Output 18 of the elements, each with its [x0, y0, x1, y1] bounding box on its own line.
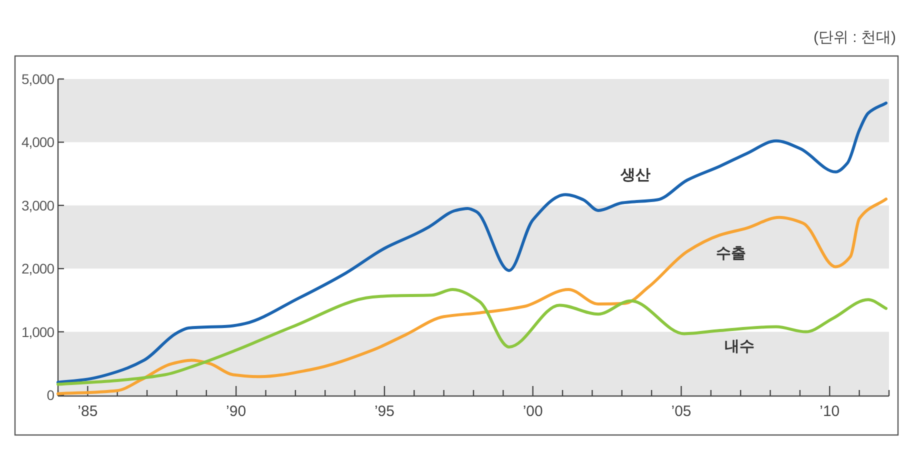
x-tick-label: ’90: [226, 403, 246, 420]
x-tick-label: ’05: [671, 403, 692, 420]
line-series: [56, 288, 888, 386]
x-tick-label: ’85: [78, 403, 98, 420]
y-tick-label: 5,000: [21, 71, 55, 87]
series-label: 수출: [716, 245, 746, 262]
x-tick-label: ’95: [374, 403, 394, 420]
y-tick-label: 4,000: [21, 134, 55, 150]
y-tick-label: 1,000: [21, 324, 55, 340]
x-tick-label: ’00: [522, 403, 543, 420]
y-tick-label: 0: [46, 387, 55, 403]
x-tick-label: ’10: [820, 403, 840, 420]
line-series: [56, 102, 888, 384]
text: (단위 : 천대): [814, 29, 896, 46]
y-tick-label: 2,000: [21, 260, 55, 277]
series-label: 생산: [620, 166, 651, 184]
y-tick-label: 3,000: [21, 197, 55, 214]
series-label: 내수: [724, 338, 754, 356]
